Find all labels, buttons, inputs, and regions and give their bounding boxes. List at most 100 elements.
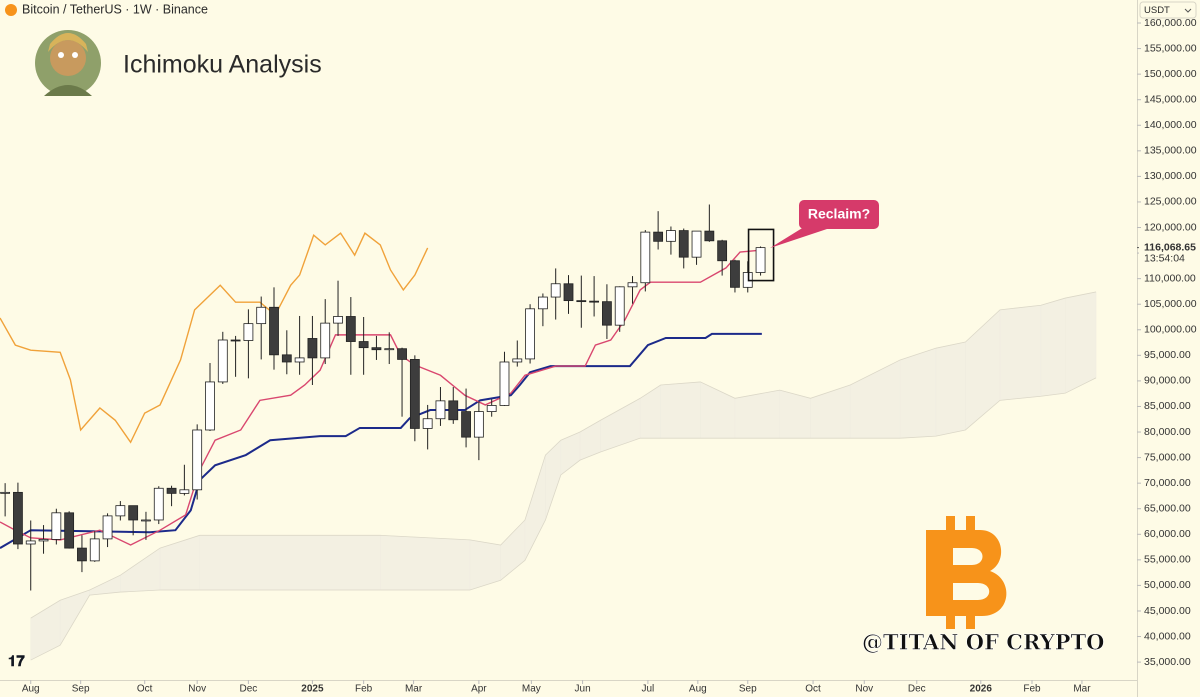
candle-body <box>691 230 702 258</box>
cloud-segment <box>999 304 1042 401</box>
x-tick-label: Sep <box>739 684 757 695</box>
x-tick-label: Apr <box>471 684 487 695</box>
candle-body <box>537 296 548 310</box>
candle-body <box>205 381 215 431</box>
candle-body <box>64 512 75 549</box>
y-tick-label: 160,000.00 <box>1144 17 1197 29</box>
y-tick-label: 85,000.00 <box>1144 400 1191 412</box>
candle-body <box>717 240 728 262</box>
indicator-line <box>0 332 762 549</box>
candle-body <box>409 359 420 429</box>
y-tick-label: 90,000.00 <box>1144 375 1191 387</box>
chart-title: Ichimoku Analysis <box>123 51 322 79</box>
candle-body <box>563 283 574 302</box>
x-tick-label: Jul <box>641 684 654 695</box>
y-tick-label: 110,000.00 <box>1144 272 1196 284</box>
y-tick-label: 95,000.00 <box>1144 349 1191 361</box>
candle-body <box>333 316 343 324</box>
x-tick-label: Oct <box>805 684 821 695</box>
y-tick-label: 140,000.00 <box>1144 119 1197 131</box>
plot-area <box>0 204 1097 661</box>
y-tick-label: 135,000.00 <box>1144 145 1197 157</box>
candle-body <box>678 230 689 258</box>
x-tick-label: Oct <box>137 684 153 695</box>
candle-body <box>294 357 305 363</box>
candle-body <box>473 411 484 438</box>
x-tick-label: Mar <box>1073 684 1091 695</box>
cloud-segment <box>199 535 381 591</box>
cloud-segment <box>899 347 937 439</box>
candle-body <box>486 405 497 412</box>
candle-body <box>397 348 407 360</box>
candle-body <box>576 300 587 303</box>
x-tick-label: Aug <box>22 684 40 695</box>
y-tick-label: 45,000.00 <box>1144 605 1191 617</box>
y-tick-label: 75,000.00 <box>1144 451 1191 463</box>
cloud-segment <box>935 341 966 437</box>
last-price-label: 116,068.65 <box>1144 241 1196 253</box>
x-tick-label: 2026 <box>970 684 993 695</box>
y-tick-label: 150,000.00 <box>1144 68 1197 80</box>
y-tick-label: 80,000.00 <box>1144 426 1191 438</box>
y-tick-label: 100,000.00 <box>1144 324 1197 336</box>
x-tick-label: Nov <box>188 684 206 695</box>
x-tick-label: Sep <box>72 684 90 695</box>
chart-subtitle: Bitcoin / TetherUS · 1W · Binance <box>22 2 208 16</box>
candle-body <box>13 491 23 545</box>
y-tick-label: 145,000.00 <box>1144 93 1197 105</box>
candle-body <box>384 348 395 351</box>
candle-body <box>25 540 36 545</box>
candle-body <box>217 339 228 383</box>
candle-body <box>371 347 382 351</box>
candle-body <box>256 306 267 325</box>
candle-body <box>589 300 600 303</box>
callout-text: Reclaim? <box>808 206 870 222</box>
avatar <box>35 30 101 96</box>
x-tick-label: Nov <box>855 684 873 695</box>
x-tick-label: Feb <box>355 684 373 695</box>
last-price-bg <box>1139 240 1197 265</box>
y-tick-label: 35,000.00 <box>1144 656 1191 668</box>
candle-body <box>0 491 11 494</box>
x-tick-label: Mar <box>405 684 423 695</box>
callout-box <box>799 200 879 229</box>
countdown: 13:54:04 <box>1144 252 1185 264</box>
x-tick-label: 2025 <box>301 684 324 695</box>
x-tick-label: Feb <box>1023 684 1041 695</box>
y-tick-label: 55,000.00 <box>1144 554 1191 566</box>
candle-body <box>640 231 651 284</box>
candle-body <box>461 411 471 438</box>
y-tick-label: 60,000.00 <box>1144 528 1191 540</box>
candle-body <box>666 230 676 242</box>
watermark: @TITAN OF CRYPTO <box>862 630 1104 655</box>
currency-selector[interactable] <box>1139 1 1197 19</box>
x-tick-label: Dec <box>240 684 258 695</box>
y-tick-label: 120,000.00 <box>1144 221 1197 233</box>
x-tick-label: May <box>522 684 541 695</box>
candle-body <box>166 487 177 494</box>
candle-body <box>512 358 523 363</box>
candle-body <box>499 361 510 406</box>
bitcoin-logo <box>926 516 1007 629</box>
candle-body <box>153 487 164 521</box>
y-tick-label: 50,000.00 <box>1144 579 1191 591</box>
candle-body <box>281 354 292 363</box>
candle-body <box>141 519 151 522</box>
candle-body <box>192 429 203 491</box>
tv-logo: 𝟏𝟕 <box>8 653 25 670</box>
cloud-edge <box>30 291 1097 619</box>
candle-body <box>77 547 87 562</box>
y-tick-label: 155,000.00 <box>1144 42 1197 54</box>
caret[interactable] <box>1184 8 1192 13</box>
y-tick-label: 70,000.00 <box>1144 477 1191 489</box>
candle-body <box>243 323 254 341</box>
y-tick-label: 130,000.00 <box>1144 170 1197 182</box>
candle-body <box>128 505 139 521</box>
currency-label[interactable]: USDT <box>1144 5 1170 16</box>
candle-body <box>614 286 625 326</box>
candle-body <box>179 489 190 494</box>
candle-body <box>89 538 100 562</box>
y-tick-label: 65,000.00 <box>1144 503 1191 515</box>
